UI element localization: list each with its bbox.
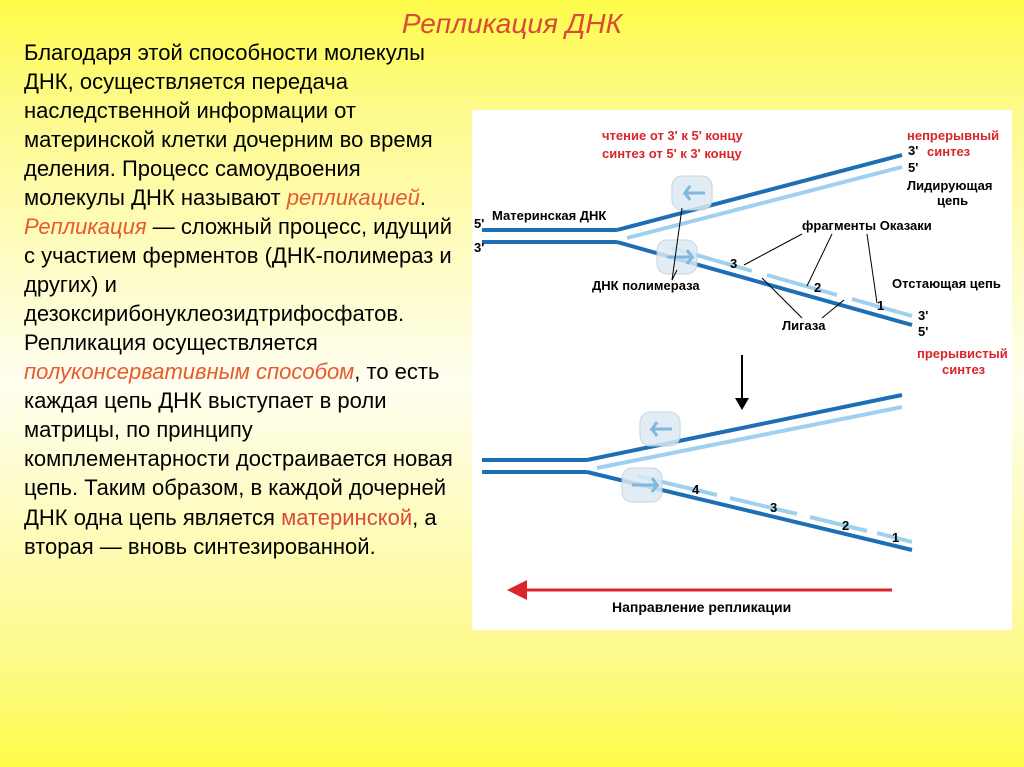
label-lagging: Отстающая цепь: [892, 276, 1001, 291]
direction-arrow-head: [507, 580, 527, 600]
label-synthesis: синтез от 5' к 3' концу: [602, 146, 742, 161]
body-text: Благодаря этой способности молекулы ДНК,…: [24, 38, 464, 561]
label-continuous-1: непрерывный: [907, 128, 999, 143]
okazaki2-3: [730, 498, 797, 514]
hl-replication: репликацией: [287, 185, 420, 210]
label-maternal: Материнская ДНК: [492, 208, 606, 223]
replication-diagram: чтение от 3' к 5' концу синтез от 5' к 3…: [472, 110, 1012, 630]
prime-5-left-top: 5': [474, 216, 484, 231]
label-okazaki: фрагменты Оказаки: [802, 218, 932, 233]
prime-3-top: 3': [908, 143, 918, 158]
hl-semi: полуконсервативным способом: [24, 359, 354, 384]
down-arrow-head: [735, 398, 749, 410]
hl-mother: материнской: [281, 505, 412, 530]
label-polymerase: ДНК полимераза: [592, 278, 700, 293]
page-title: Репликация ДНК: [0, 0, 1024, 40]
label-reading: чтение от 3' к 5' концу: [602, 128, 744, 143]
label-discontinuous-1: прерывистый: [917, 346, 1008, 361]
prime-5-lag: 5': [918, 324, 928, 339]
num-1b: 1: [892, 530, 899, 545]
label-continuous-2: синтез: [927, 144, 971, 159]
prime-3-left-bot: 3': [474, 240, 484, 255]
label-leading-2: цепь: [937, 193, 968, 208]
p2a: Репликация: [24, 214, 147, 239]
label-discontinuous-2: синтез: [942, 362, 986, 377]
prime-5-top: 5': [908, 160, 918, 175]
num-3b: 3: [770, 500, 777, 515]
label-direction: Направление репликации: [612, 599, 791, 615]
num-2b: 2: [842, 518, 849, 533]
prime-3-lag: 3': [918, 308, 928, 323]
num-2a: 2: [814, 280, 821, 295]
label-ligase: Лигаза: [782, 318, 826, 333]
num-1a: 1: [877, 298, 884, 313]
num-4b: 4: [692, 482, 700, 497]
label-leading-1: Лидирующая: [907, 178, 992, 193]
num-3a: 3: [730, 256, 737, 271]
